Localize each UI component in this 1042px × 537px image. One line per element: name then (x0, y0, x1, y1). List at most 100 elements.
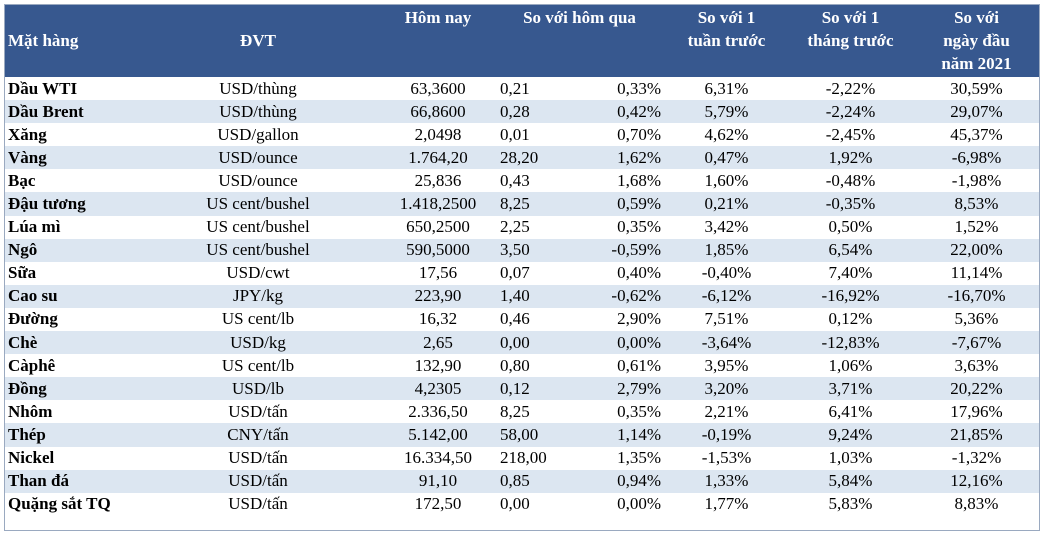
header-vs-year-line1: So với (954, 8, 999, 27)
header-vs-month: So với 1 tháng trước (788, 4, 913, 77)
cell-vs-month: -16,92% (788, 284, 913, 308)
cell-today: 16,32 (382, 307, 494, 332)
cell-item: Đậu tương (4, 192, 134, 216)
cell-vs-month: 5,84% (788, 469, 913, 493)
cell-item: Nickel (4, 446, 134, 470)
cell-today: 4,2305 (382, 377, 494, 401)
cell-vs-week: -0,40% (665, 261, 788, 285)
cell-change: 0,80 (494, 354, 587, 378)
cell-vs-year: 30,59% (913, 77, 1040, 101)
cell-vs-year: 8,53% (913, 192, 1040, 216)
cell-vs-year: 3,63% (913, 354, 1040, 378)
cell-change-pct: 0,61% (587, 354, 665, 378)
table-row: Ngô US cent/bushel 590,5000 3,50 -0,59% 1,85%… (4, 238, 1040, 262)
cell-unit: USD/tấn (134, 492, 382, 516)
cell-item: Vàng (4, 146, 134, 170)
cell-item: Thép (4, 423, 134, 447)
cell-change-pct: -0,59% (587, 238, 665, 262)
table-row: Nickel USD/tấn 16.334,50 218,00 1,35% -1,53% 1… (4, 446, 1040, 470)
header-vs-month-line1: So với 1 (821, 8, 880, 27)
cell-item: Nhôm (4, 400, 134, 424)
cell-vs-week: 4,62% (665, 123, 788, 147)
cell-change-pct: 2,79% (587, 377, 665, 401)
cell-item: Đồng (4, 377, 134, 401)
cell-change: 0,12 (494, 377, 587, 401)
table-header: Mặt hàng ĐVT Hôm nay So với hôm qua So v… (4, 4, 1040, 77)
cell-unit: JPY/kg (134, 284, 382, 308)
header-vs-yesterday: So với hôm qua (494, 4, 665, 77)
cell-unit: US cent/bushel (134, 238, 382, 262)
cell-change: 0,01 (494, 123, 587, 147)
cell-unit: USD/ounce (134, 146, 382, 170)
cell-vs-year: 5,36% (913, 307, 1040, 332)
cell-vs-week: 0,47% (665, 146, 788, 170)
cell-change-pct: 1,35% (587, 446, 665, 470)
header-vs-week: So với 1 tuần trước (665, 4, 788, 77)
cell-vs-year: 12,16% (913, 469, 1040, 493)
cell-change: 0,00 (494, 492, 587, 516)
cell-vs-month: -2,22% (788, 77, 913, 101)
cell-change: 8,25 (494, 400, 587, 424)
cell-item: Lúa mì (4, 215, 134, 239)
table-row: Dầu Brent USD/thùng 66,8600 0,28 0,42% 5,79% -… (4, 100, 1040, 124)
table-row: Đậu tương US cent/bushel 1.418,2500 8,25 0,5… (4, 192, 1040, 216)
cell-vs-week: 5,79% (665, 100, 788, 124)
cell-vs-year: -6,98% (913, 146, 1040, 170)
cell-vs-year: 21,85% (913, 423, 1040, 447)
cell-unit: USD/tấn (134, 469, 382, 493)
cell-change-pct: 0,00% (587, 492, 665, 516)
cell-vs-week: 6,31% (665, 77, 788, 101)
cell-change-pct: 1,14% (587, 423, 665, 447)
cell-vs-week: -3,64% (665, 331, 788, 355)
cell-unit: US cent/bushel (134, 215, 382, 239)
cell-today: 1.418,2500 (382, 192, 494, 216)
table-body: Dầu WTI USD/thùng 63,3600 0,21 0,33% 6,31% -2,… (4, 77, 1040, 516)
table-row: Cao su JPY/kg 223,90 1,40 -0,62% -6,12% -16,92… (4, 284, 1040, 308)
cell-change: 0,43 (494, 169, 587, 193)
cell-unit: USD/lb (134, 377, 382, 401)
cell-item: Càphê (4, 354, 134, 378)
cell-change-pct: 0,70% (587, 123, 665, 147)
cell-vs-week: 2,21% (665, 400, 788, 424)
cell-vs-month: 1,06% (788, 354, 913, 378)
cell-item: Xăng (4, 123, 134, 147)
cell-vs-month: 7,40% (788, 261, 913, 285)
cell-vs-month: 5,83% (788, 492, 913, 516)
cell-today: 172,50 (382, 492, 494, 516)
cell-today: 91,10 (382, 469, 494, 493)
table-row: Quặng sắt TQ USD/tấn 172,50 0,00 0,00% 1,77% 5… (4, 492, 1040, 516)
cell-today: 25,836 (382, 169, 494, 193)
cell-vs-year: 22,00% (913, 238, 1040, 262)
cell-today: 1.764,20 (382, 146, 494, 170)
cell-change-pct: 0,35% (587, 400, 665, 424)
cell-vs-month: -2,45% (788, 123, 913, 147)
cell-unit: US cent/lb (134, 307, 382, 332)
cell-vs-week: 3,42% (665, 215, 788, 239)
table-row: Bạc USD/ounce 25,836 0,43 1,68% 1,60% -0,48% -1… (4, 169, 1040, 193)
cell-today: 2,65 (382, 331, 494, 355)
cell-today: 590,5000 (382, 238, 494, 262)
header-vs-year: So với ngày đầu năm 2021 (913, 4, 1040, 77)
header-vs-year-line2: ngày đầu (943, 31, 1010, 50)
cell-vs-year: 45,37% (913, 123, 1040, 147)
cell-item: Cao su (4, 284, 134, 308)
table-row: Lúa mì US cent/bushel 650,2500 2,25 0,35% 3,4… (4, 215, 1040, 239)
cell-vs-month: -0,48% (788, 169, 913, 193)
table-row: Đường US cent/lb 16,32 0,46 2,90% 7,51% 0,12% 5… (4, 307, 1040, 332)
cell-change-pct: 0,33% (587, 77, 665, 101)
cell-today: 63,3600 (382, 77, 494, 101)
header-item: Mặt hàng (4, 4, 134, 77)
table-row: Sữa USD/cwt 17,56 0,07 0,40% -0,40% 7,40% 11,14… (4, 261, 1040, 285)
cell-change-pct: 2,90% (587, 307, 665, 332)
cell-item: Than đá (4, 469, 134, 493)
cell-today: 132,90 (382, 354, 494, 378)
cell-unit: USD/thùng (134, 77, 382, 101)
cell-item: Dầu Brent (4, 100, 134, 124)
cell-change-pct: 0,42% (587, 100, 665, 124)
cell-unit: USD/thùng (134, 100, 382, 124)
cell-vs-month: 1,92% (788, 146, 913, 170)
cell-change: 0,21 (494, 77, 587, 101)
cell-vs-month: 1,03% (788, 446, 913, 470)
cell-unit: US cent/bushel (134, 192, 382, 216)
cell-today: 2.336,50 (382, 400, 494, 424)
